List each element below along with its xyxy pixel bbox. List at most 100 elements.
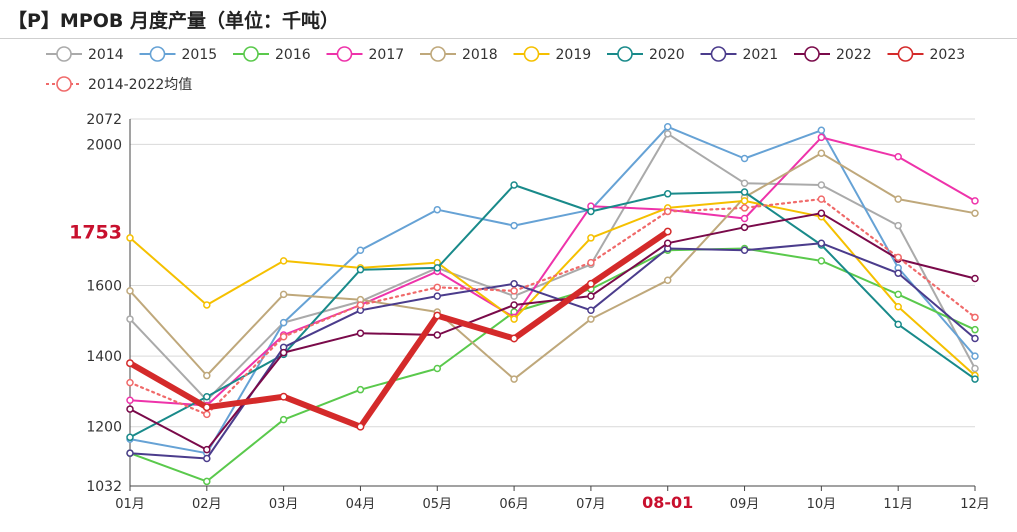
legend-label-2016: 2016 [275,47,311,63]
series-line-2018 [129,152,976,381]
legend-marker-2014-2022均值 [56,76,72,92]
point-2021-11 [971,334,979,343]
point-2014-7 [663,130,672,138]
x-tick-label-0: 01月 [115,497,145,512]
x-tick-label-1: 02月 [192,497,222,512]
point-2021-5 [510,280,518,288]
point-2017-9 [817,133,826,142]
point-2023-5 [510,334,519,343]
point-2021-4 [433,292,442,300]
point-2014-2022均值-5 [510,287,518,295]
point-2014-2022均值-1 [203,410,211,419]
point-2020-7 [663,190,672,198]
point-2014-2022均值-0 [126,378,134,387]
point-2023-1 [202,403,211,412]
legend-marker-2016 [243,46,259,62]
y-tick-label-2072: 2072 [86,112,122,128]
point-2016-10 [894,290,902,299]
legend-label-2022: 2022 [836,47,872,63]
point-2019-6 [587,234,595,242]
series-line-2022 [129,212,976,451]
point-2021-9 [817,239,826,247]
point-2015-2 [279,318,288,327]
point-2020-3 [356,265,365,274]
series-line-2014 [129,132,976,402]
point-2014-2022均值-9 [817,195,826,203]
point-2017-8 [740,214,749,223]
point-2014-2022均值-7 [663,207,672,216]
point-2016-9 [817,257,826,265]
x-tick-label-11: 12月 [960,497,990,512]
point-2014-0 [126,315,134,323]
point-2022-5 [510,301,518,309]
point-2018-2 [279,290,288,299]
legend-label-2018: 2018 [462,47,498,63]
point-2018-11 [971,209,979,217]
point-2021-10 [894,269,902,277]
point-2014-9 [817,181,826,189]
current-value-label: 1753 [69,222,122,244]
page-title: 【P】MPOB 月度产量（单位：千吨） [8,10,340,32]
x-tick-label-2: 03月 [269,497,299,512]
legend-marker-2020 [617,46,633,62]
x-tick-label-10: 11月 [883,497,913,512]
point-2022-2 [279,348,288,357]
point-2014-2022均值-6 [587,258,595,267]
legend-marker-2021 [710,46,727,62]
point-2023-0 [126,359,134,368]
point-2016-3 [356,385,365,394]
point-2023-2 [279,392,288,401]
point-2015-11 [971,352,979,360]
point-2016-1 [203,477,211,486]
point-2014-2022均值-4 [433,283,442,292]
point-2016-11 [971,325,979,334]
point-2022-0 [126,405,134,413]
point-2019-5 [510,315,518,323]
series-line-2023 [127,228,671,430]
point-2019-2 [279,257,288,265]
x-tick-label-6: 07月 [576,497,606,512]
point-2020-5 [510,181,518,189]
legend-label-2021: 2021 [743,47,779,63]
legend-label-2015: 2015 [182,47,218,63]
legend-marker-2014 [56,46,72,62]
point-2019-10 [894,302,902,311]
series-line-2016 [129,247,976,483]
series-line-2020 [129,184,976,439]
x-tick-label-5: 06月 [499,497,529,512]
x-tick-label-8: 09月 [730,497,760,512]
point-2015-9 [817,126,826,135]
point-2022-1 [203,445,211,454]
point-2019-1 [203,301,211,309]
point-2018-1 [203,371,211,380]
point-2014-2022均值-2 [279,332,288,341]
point-2018-6 [587,315,595,323]
y-tick-label-2000: 2000 [86,137,122,153]
x-tick-label-7: 08-01 [642,493,693,512]
point-2022-4 [433,331,442,339]
legend-marker-2019 [523,46,540,62]
point-2020-6 [587,207,595,216]
legend-marker-2023 [897,46,914,62]
point-2015-3 [356,246,365,255]
point-2018-5 [510,375,518,383]
point-2022-3 [356,329,365,337]
y-tick-label-1200: 1200 [86,420,122,436]
point-2014-10 [894,221,902,230]
series-line-2019 [129,199,976,377]
point-2022-9 [817,209,826,217]
legend-label-2020: 2020 [649,47,685,63]
y-tick-label-1600: 1600 [86,279,122,295]
point-2015-5 [510,221,518,230]
y-tick-label-1400: 1400 [86,349,122,365]
point-2022-6 [587,292,595,300]
point-2023-7 [663,227,672,236]
point-2018-7 [663,276,672,285]
point-2021-6 [587,306,595,315]
point-2020-0 [126,433,134,442]
legend-marker-2017 [336,46,353,62]
current-value-bg [72,218,124,243]
point-2015-4 [433,205,442,214]
point-2020-11 [971,375,979,383]
point-2020-8 [740,188,749,196]
